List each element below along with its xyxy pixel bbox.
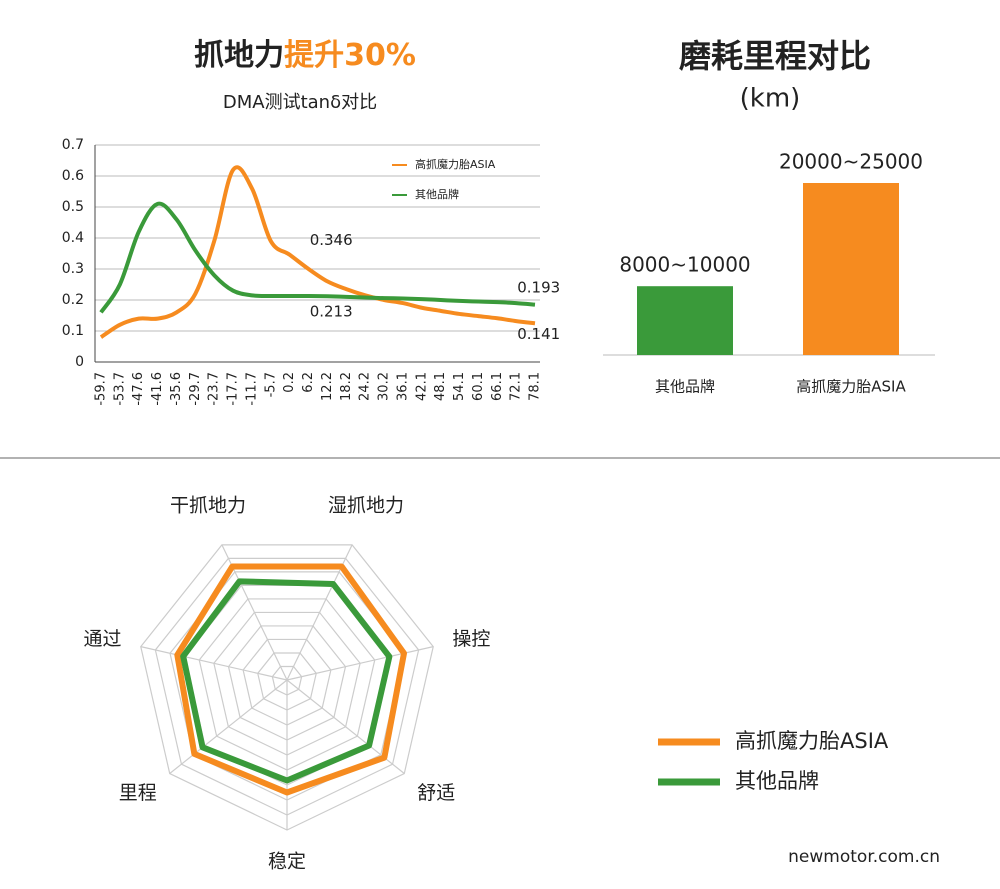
radar-ring xyxy=(257,652,317,711)
x-tick-label: 24.2 xyxy=(358,372,373,401)
y-tick-label: 0.3 xyxy=(62,261,84,277)
bar xyxy=(637,286,733,355)
radar-ring xyxy=(213,611,361,756)
radar-spoke xyxy=(169,679,288,774)
radar-spoke xyxy=(286,646,434,681)
axis-label: 通过 xyxy=(84,628,122,650)
x-tick-label: 66.1 xyxy=(490,372,505,401)
axis-label: 舒适 xyxy=(417,782,455,804)
x-tick-label: 78.1 xyxy=(528,372,543,401)
axis-label: 湿抓地力 xyxy=(328,495,404,517)
radar-ring xyxy=(227,625,347,741)
radar-ring xyxy=(198,598,376,771)
data-label: 20000~25000 xyxy=(779,150,923,174)
x-tick-label: 48.1 xyxy=(433,372,448,401)
radar-line xyxy=(174,563,407,796)
axis-label: 稳定 xyxy=(268,851,306,873)
chart-subtitle: (km) xyxy=(740,84,801,114)
x-tick-label: -53.7 xyxy=(112,372,127,406)
bar xyxy=(803,183,899,355)
x-tick-label: -17.7 xyxy=(226,372,241,406)
x-tick-label: -41.6 xyxy=(150,372,165,406)
data-label: 8000~10000 xyxy=(619,253,750,277)
x-tick-label: 6.2 xyxy=(301,372,316,393)
y-tick-label: 0.5 xyxy=(62,199,84,215)
x-tick-label: 60.1 xyxy=(471,372,486,401)
title-highlight: 提升30% xyxy=(284,38,416,73)
chart-title: 磨耗里程对比 xyxy=(679,37,871,75)
watermark: newmotor.com.cn xyxy=(788,847,940,867)
y-tick-label: 0.6 xyxy=(62,168,84,184)
radar-ring xyxy=(140,544,434,831)
x-tick-label: 0.2 xyxy=(282,372,297,393)
x-tick-label: -59.7 xyxy=(94,372,109,406)
chart-subtitle: DMA测试tanδ对比 xyxy=(223,92,377,113)
radar-spoke xyxy=(140,646,288,681)
data-label: 0.193 xyxy=(517,279,560,297)
radar-ring xyxy=(154,557,420,816)
x-tick-label: 30.2 xyxy=(377,372,392,401)
x-tick-label: 72.1 xyxy=(509,372,524,401)
chart-title: 抓地力提升30% xyxy=(194,38,416,73)
radar-ring xyxy=(271,665,303,696)
x-tick-label: -11.7 xyxy=(244,372,259,406)
data-line xyxy=(99,201,536,314)
data-label: 0.213 xyxy=(310,302,353,320)
x-tick-label: 高抓魔力胎ASIA xyxy=(796,378,906,396)
y-tick-label: 0.1 xyxy=(62,323,84,339)
x-tick-label: -5.7 xyxy=(263,372,278,397)
axis-label: 里程 xyxy=(119,782,157,804)
axis-label: 干抓地力 xyxy=(170,495,246,517)
x-tick-label: 18.2 xyxy=(339,372,354,401)
data-label: 0.141 xyxy=(517,325,560,343)
data-label: 0.346 xyxy=(310,231,353,249)
x-tick-label: 其他品牌 xyxy=(655,378,715,396)
y-tick-label: 0.2 xyxy=(62,292,84,308)
x-tick-label: 36.1 xyxy=(395,372,410,401)
radar-line xyxy=(180,578,393,784)
legend-label: 高抓魔力胎ASIA xyxy=(735,729,889,753)
x-tick-label: -29.7 xyxy=(188,372,203,406)
data-line xyxy=(99,165,536,339)
x-tick-label: 42.1 xyxy=(414,372,429,401)
x-tick-label: -35.6 xyxy=(169,372,184,406)
x-tick-label: 54.1 xyxy=(452,372,467,401)
legend-label: 高抓魔力胎ASIA xyxy=(415,157,496,171)
title-text: 抓地力 xyxy=(194,38,284,73)
x-tick-label: 12.2 xyxy=(320,372,335,401)
radar-ring xyxy=(242,638,332,726)
legend-label: 其他品牌 xyxy=(735,769,819,793)
y-tick-label: 0.4 xyxy=(62,230,84,246)
y-tick-label: 0.7 xyxy=(62,137,84,153)
legend-label: 其他品牌 xyxy=(415,187,459,201)
y-tick-label: 0 xyxy=(75,354,84,370)
x-tick-label: -23.7 xyxy=(207,372,222,406)
axis-label: 操控 xyxy=(452,628,490,650)
x-tick-label: -47.6 xyxy=(131,372,146,406)
